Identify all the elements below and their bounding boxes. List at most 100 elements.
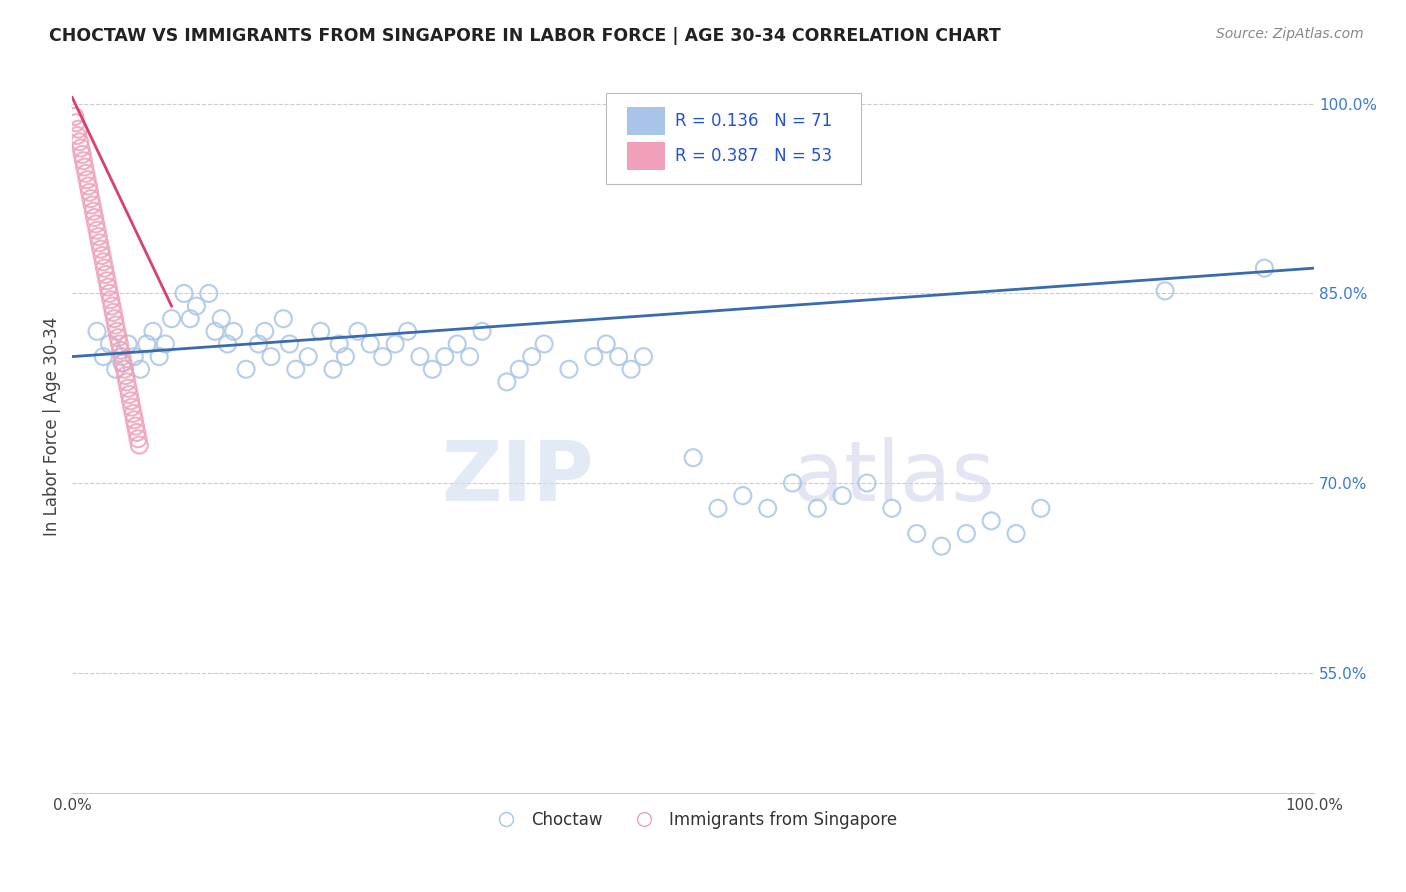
Point [82,204,104,219]
Point [458,350,481,364]
Point [633,350,655,364]
Point [173,286,195,301]
Point [89,235,111,250]
Point [90,242,112,256]
Point [496,375,519,389]
Point [880,501,903,516]
Point [86,223,108,237]
Point [347,324,370,338]
Point [103,311,125,326]
Point [111,350,134,364]
Point [253,324,276,338]
Point [82,198,104,212]
Point [84,217,107,231]
Point [204,324,226,338]
Point [607,350,630,364]
Point [322,362,344,376]
Text: ZIP: ZIP [441,437,593,518]
Point [520,350,543,364]
Point [155,337,177,351]
Point [86,324,108,338]
Point [135,337,157,351]
Point [284,362,307,376]
Point [83,211,105,225]
Point [278,337,301,351]
Point [384,337,406,351]
Point [67,122,90,136]
Point [87,229,110,244]
Point [1253,261,1275,276]
Point [328,337,350,351]
Text: R = 0.136   N = 71: R = 0.136 N = 71 [675,112,832,130]
Point [101,299,124,313]
Point [129,362,152,376]
Point [260,350,283,364]
Point [97,280,120,294]
Point [118,387,141,401]
Point [72,153,94,168]
Point [107,331,129,345]
Point [124,413,146,427]
Y-axis label: In Labor Force | Age 30-34: In Labor Force | Age 30-34 [44,317,60,536]
Point [856,475,879,490]
Point [371,350,394,364]
Point [222,324,245,338]
Point [309,324,332,338]
Point [198,286,221,301]
Point [70,141,93,155]
Point [782,475,804,490]
Point [806,501,828,516]
Point [121,400,143,414]
Point [558,362,581,376]
Point [179,311,201,326]
Point [125,425,148,440]
Point [103,305,125,319]
Point [104,362,127,376]
Point [98,337,121,351]
Point [66,128,89,143]
FancyBboxPatch shape [606,93,860,185]
Point [620,362,643,376]
Point [115,375,138,389]
Point [831,489,853,503]
Point [433,350,456,364]
Point [396,324,419,338]
Point [98,286,121,301]
Point [127,432,149,446]
Point [105,324,128,338]
Point [117,337,139,351]
Bar [627,142,665,169]
Point [114,368,136,383]
Text: R = 0.387   N = 53: R = 0.387 N = 53 [675,146,832,165]
Point [931,539,953,553]
Point [273,311,295,326]
Point [79,186,101,200]
Point [1005,526,1028,541]
Point [186,299,208,313]
Point [247,337,270,351]
Point [70,147,93,161]
Point [69,135,91,149]
Point [235,362,257,376]
Point [100,293,122,307]
Point [297,350,319,364]
Point [731,489,754,503]
Point [422,362,444,376]
Point [122,407,145,421]
Point [148,350,170,364]
Point [682,450,704,465]
Point [160,311,183,326]
Point [409,350,432,364]
Point [112,356,135,370]
Point [1154,284,1177,298]
Point [80,192,103,206]
Point [508,362,530,376]
Point [905,526,928,541]
Point [595,337,617,351]
Point [96,274,118,288]
Point [63,110,86,124]
Point [93,261,115,276]
Point [980,514,1002,528]
Point [91,248,114,262]
Point [1029,501,1052,516]
